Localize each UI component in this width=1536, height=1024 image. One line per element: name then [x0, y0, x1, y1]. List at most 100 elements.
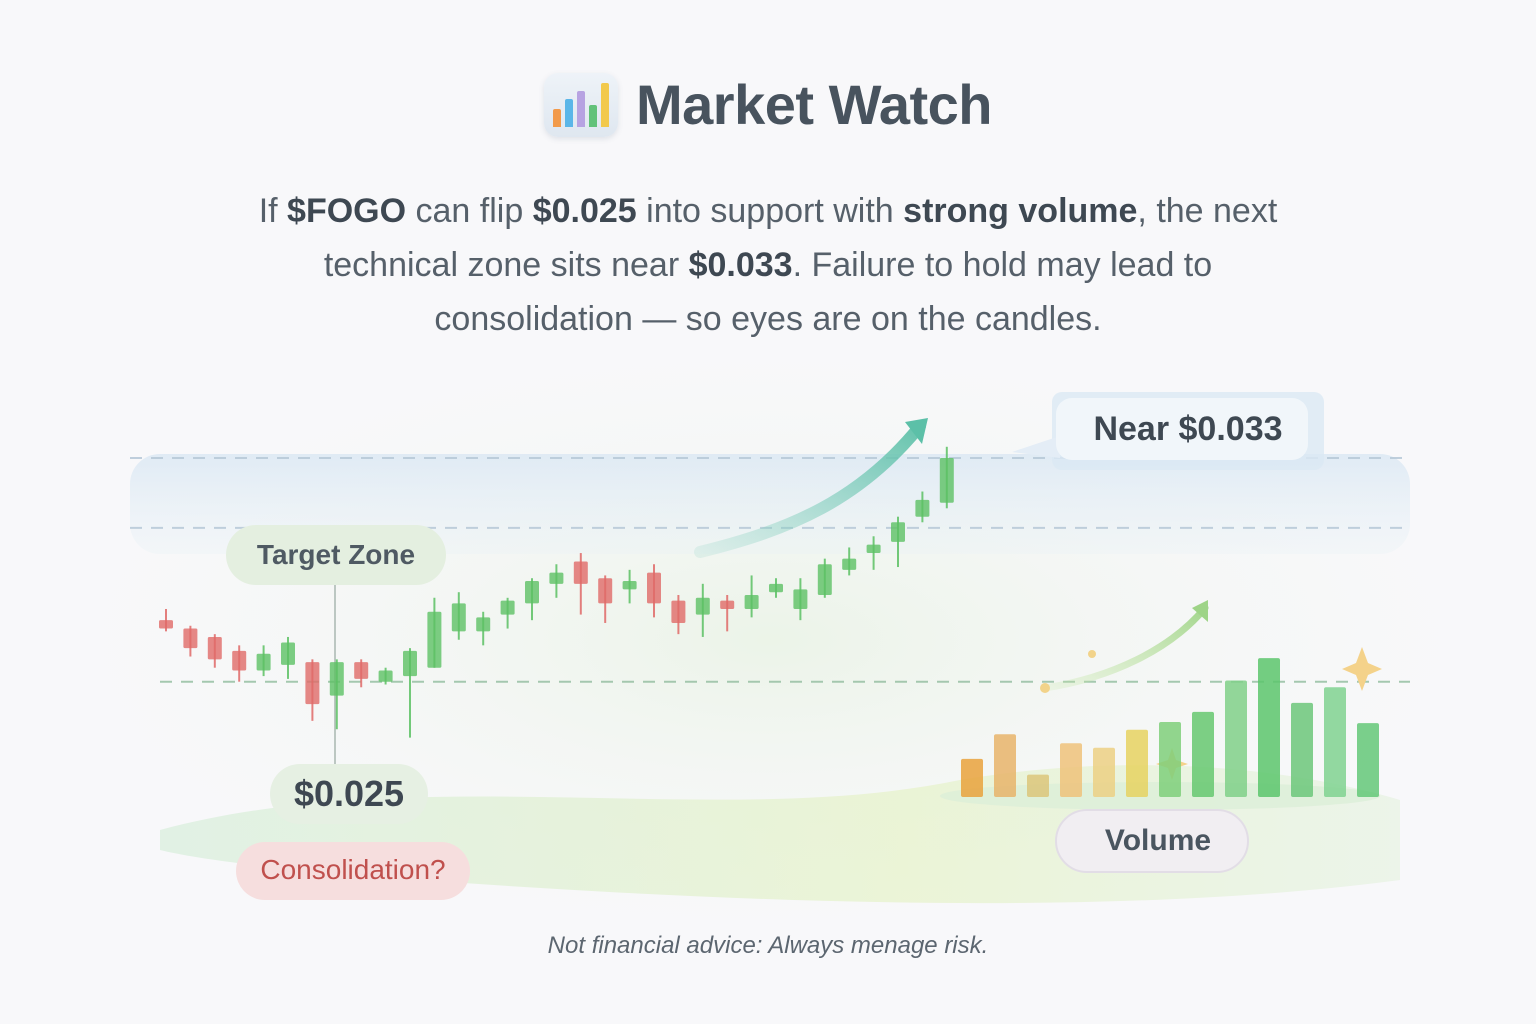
volume-bar	[1093, 747, 1115, 797]
target-zone-pill	[226, 525, 446, 585]
candle	[232, 645, 247, 682]
support-label: $0.025	[294, 773, 404, 814]
volume-pill	[1055, 809, 1249, 873]
volume-bar	[961, 758, 983, 797]
candle-body	[476, 617, 491, 632]
volume-bar	[1027, 774, 1049, 797]
market-commentary: If $FOGO can flip $0.025 into support wi…	[0, 184, 1536, 346]
candle	[159, 608, 173, 632]
candle	[793, 578, 808, 621]
volume-bar	[1357, 723, 1379, 797]
sparkle-star-icon	[1342, 647, 1382, 691]
candle-body	[842, 558, 857, 570]
commentary-text: . Failure to hold may lead to	[792, 246, 1213, 284]
commentary-text: can flip	[406, 192, 533, 230]
candle-body	[500, 600, 515, 615]
disclaimer: Not financial advice: Always menage risk…	[547, 932, 989, 959]
candle	[598, 575, 613, 623]
target-band	[130, 454, 1410, 554]
candle	[695, 583, 710, 637]
candle-body	[525, 581, 539, 604]
commentary-line-1: If $FOGO can flip $0.025 into support wi…	[0, 184, 1536, 238]
candle	[744, 575, 759, 618]
candle-body	[769, 583, 783, 593]
volume-bar	[994, 734, 1016, 797]
volume-bar	[1225, 680, 1247, 797]
commentary-emphasis: strong volume	[903, 192, 1138, 230]
header: Market Watch	[0, 72, 1536, 137]
candle	[939, 446, 954, 509]
candle	[573, 553, 588, 615]
candlesticks	[159, 446, 954, 738]
candle-body	[573, 561, 588, 584]
consolidation-label: Consolidation?	[260, 854, 445, 885]
candle-body	[744, 595, 759, 609]
candle-body	[939, 457, 954, 503]
candle	[866, 536, 881, 570]
candle	[622, 569, 637, 604]
candle	[183, 625, 198, 657]
commentary-line-3: consolidation — so eyes are on the candl…	[0, 292, 1536, 346]
candle-body	[817, 564, 832, 595]
candle	[769, 578, 783, 598]
candle-body	[451, 603, 466, 632]
candle-body	[256, 653, 271, 671]
candle-body	[866, 544, 881, 554]
candle-body	[354, 662, 369, 679]
sparkle-dot-icon	[1088, 650, 1096, 658]
candle-body	[281, 642, 295, 665]
volume-arrow-head-icon	[1192, 600, 1208, 622]
candle-body	[183, 628, 198, 649]
volume-bar	[1159, 721, 1181, 797]
candle	[720, 595, 735, 632]
candle	[549, 564, 564, 598]
target-zone-callout: Target Zone	[226, 525, 446, 585]
resistance-pill	[1056, 398, 1308, 460]
volume-bar	[1291, 702, 1313, 797]
candle	[671, 595, 686, 635]
candle-body	[378, 670, 393, 682]
candle-body	[622, 581, 637, 590]
volume-bar	[1126, 729, 1148, 797]
candle-body	[329, 662, 344, 696]
consolidation-pill	[236, 842, 470, 900]
candle-body	[232, 650, 247, 671]
candle	[525, 578, 539, 621]
candle-body	[207, 636, 222, 660]
commentary-line-2: technical zone sits near $0.033. Failure…	[0, 238, 1536, 292]
candle	[207, 634, 222, 668]
candle	[842, 547, 857, 576]
candle	[500, 597, 515, 629]
candle	[281, 636, 295, 679]
candle-body	[720, 600, 735, 609]
candle-body	[549, 572, 564, 584]
target-zone-label: Target Zone	[257, 539, 415, 570]
trend-arrow-head-icon	[905, 418, 928, 444]
candle-body	[647, 572, 661, 604]
resistance-callout: Near $0.033	[1012, 392, 1324, 470]
commentary-emphasis: $0.033	[688, 246, 793, 284]
candle	[817, 558, 832, 598]
candle-body	[305, 662, 320, 705]
candle-body	[403, 650, 417, 677]
candle	[403, 648, 417, 738]
volume-bar	[1258, 658, 1280, 797]
commentary-text: technical zone sits near	[323, 246, 689, 284]
price-chart: Target Zone $0.025 Consolidation? Near $…	[100, 360, 1440, 920]
commentary-emphasis: $0.025	[532, 192, 637, 230]
commentary-text: , the next	[1137, 192, 1278, 230]
bar-chart-logo-icon	[543, 72, 618, 137]
commentary-text: If	[258, 192, 288, 230]
resistance-pointer	[1012, 436, 1060, 458]
candle	[329, 659, 344, 730]
candle	[305, 659, 320, 721]
candle	[256, 645, 271, 677]
support-callout: $0.025	[270, 764, 428, 824]
candle-body	[891, 522, 905, 542]
volume-label: Volume	[1105, 824, 1211, 857]
commentary-emphasis: $FOGO	[287, 192, 407, 230]
volume-arrow-icon	[1041, 604, 1209, 692]
candle-body	[598, 578, 613, 604]
candle	[891, 516, 905, 568]
candle	[647, 564, 661, 618]
